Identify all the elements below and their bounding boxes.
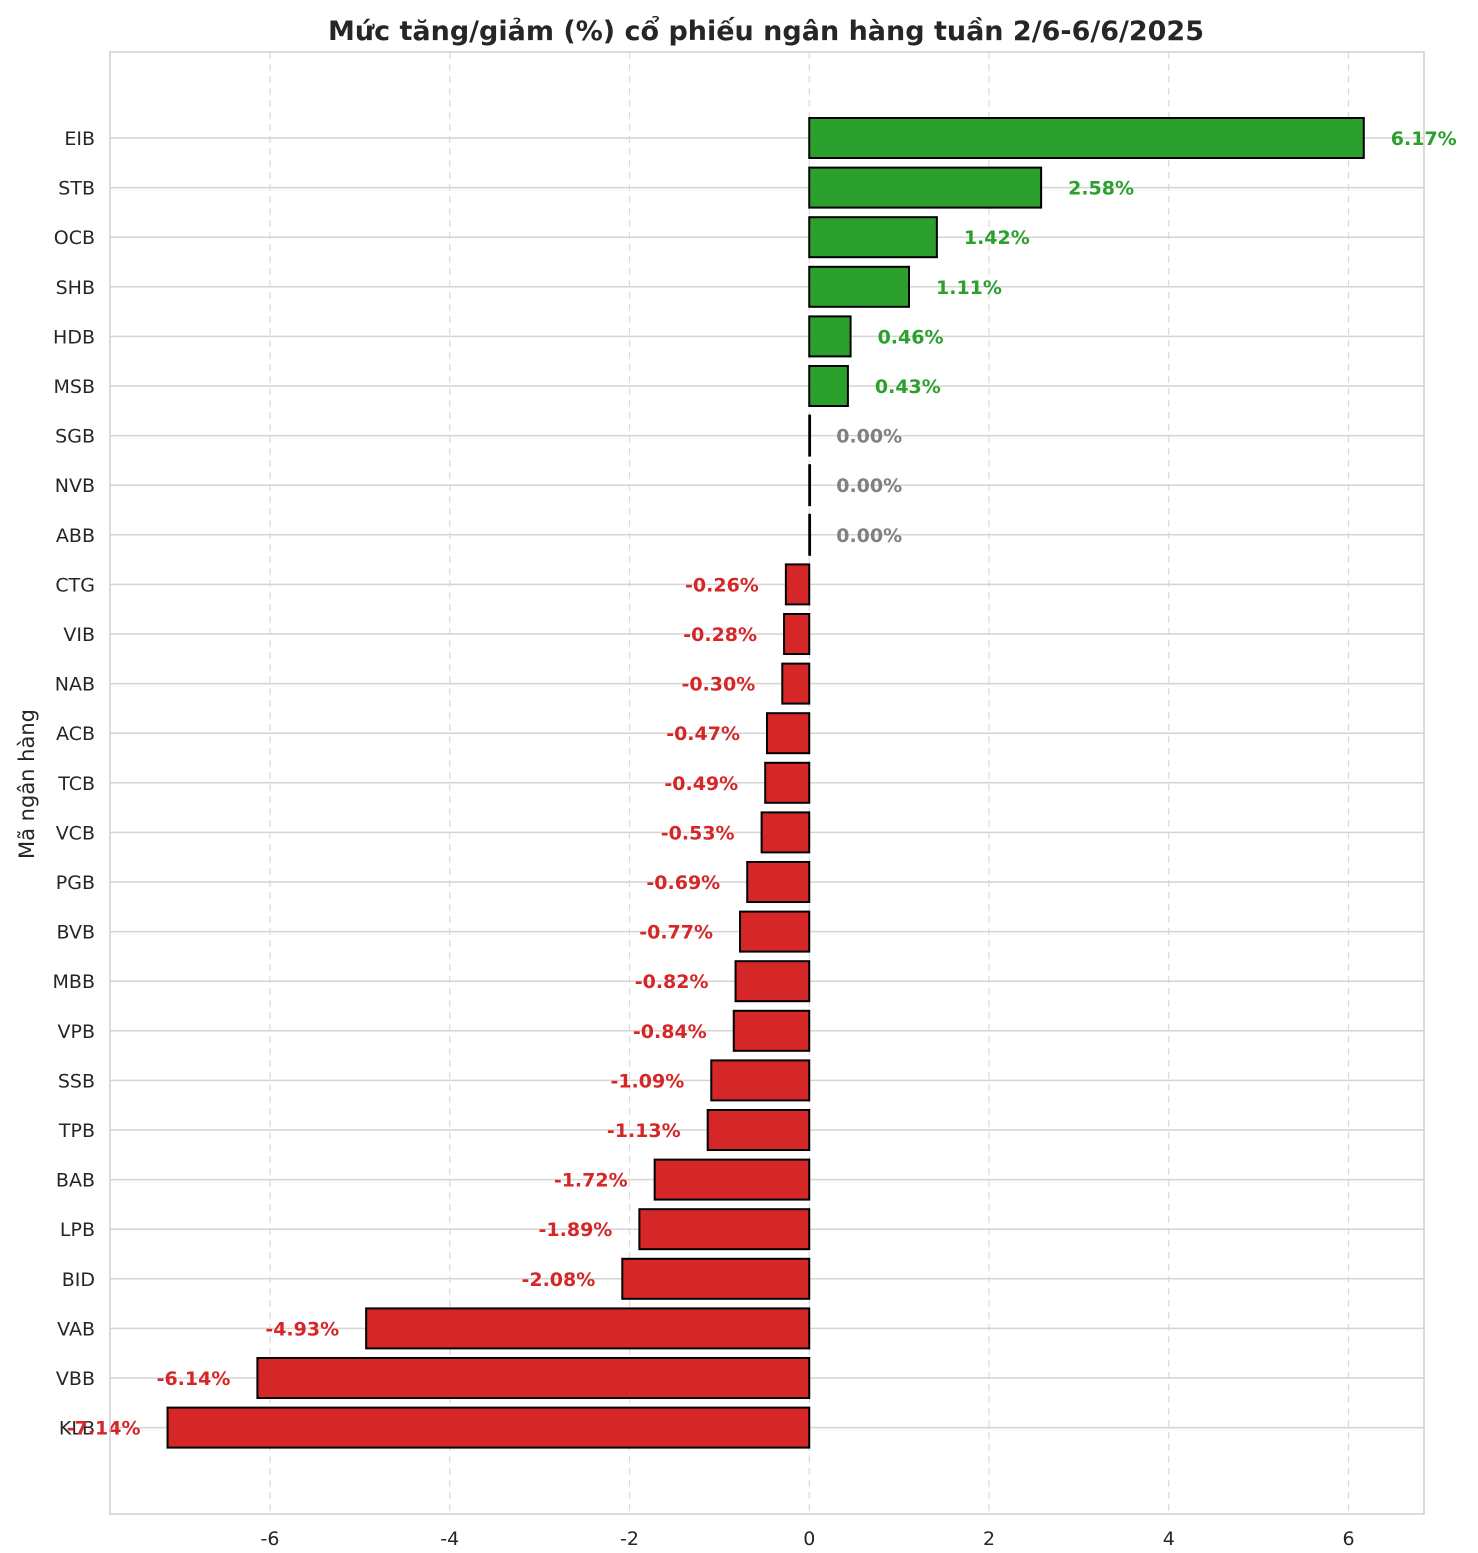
x-tick-label: 4 — [1163, 1528, 1175, 1550]
bar — [783, 613, 811, 655]
data-label: -0.84% — [633, 1021, 707, 1043]
bar — [808, 216, 938, 259]
y-tick-label: MBB — [53, 971, 95, 993]
data-label: -7.14% — [67, 1418, 141, 1440]
data-label: -0.53% — [661, 822, 735, 844]
data-label: 0.46% — [878, 326, 944, 348]
y-tick-label: NVB — [55, 475, 95, 497]
y-tick-label: BVB — [57, 922, 95, 944]
bar — [808, 365, 849, 407]
plot-area: -6 -4 -2 0 2 4 6 EIB STB OCB SHB HDB MSB SGB NVB ABB CTG… — [53, 51, 1457, 1550]
data-label: 0.00% — [836, 475, 902, 497]
bar — [808, 265, 911, 308]
y-tick-label: LPB — [60, 1219, 95, 1241]
y-axis-label: Mã ngân hàng — [15, 709, 39, 859]
bar — [808, 464, 812, 507]
y-tick-label: VAB — [57, 1318, 95, 1340]
bar — [739, 910, 811, 953]
data-label: -1.89% — [539, 1219, 613, 1241]
y-tick-label: STB — [58, 178, 95, 200]
y-tick-label: VBB — [56, 1368, 95, 1390]
y-tick-label: SSB — [58, 1070, 95, 1092]
data-label: -0.77% — [639, 922, 713, 944]
bar — [653, 1158, 811, 1201]
y-tick-label: KLB — [59, 1418, 95, 1440]
y-tick-label: ABB — [56, 525, 95, 547]
y-tick-label: VIB — [63, 624, 95, 646]
data-label: -0.30% — [681, 674, 755, 696]
y-tick-label: ACB — [56, 723, 95, 745]
data-label: -0.69% — [646, 872, 720, 894]
data-label: 0.00% — [836, 525, 902, 547]
y-tick-label: NAB — [55, 674, 95, 696]
data-label: -0.49% — [664, 773, 738, 795]
y-tick-label: BID — [62, 1269, 95, 1291]
y-tick-label: VCB — [56, 822, 95, 844]
data-label: 1.42% — [964, 227, 1030, 249]
y-tick-label: TPB — [58, 1120, 95, 1142]
bar — [781, 662, 811, 705]
bar — [706, 1109, 811, 1151]
data-label: 2.58% — [1068, 178, 1134, 200]
data-label: -4.93% — [265, 1318, 339, 1340]
bar — [710, 1059, 811, 1102]
plot-frame — [109, 51, 1425, 1515]
bar — [808, 414, 812, 457]
data-label: 0.00% — [836, 426, 902, 448]
data-label: 0.43% — [875, 376, 941, 398]
y-tick-label: TCB — [57, 773, 95, 795]
bar — [760, 811, 811, 854]
bar — [365, 1307, 811, 1350]
bar — [808, 166, 1043, 209]
y-tick-label: HDB — [53, 326, 95, 348]
bar — [166, 1406, 811, 1449]
y-tick-label: PGB — [56, 872, 95, 894]
data-label: -2.08% — [521, 1269, 595, 1291]
x-tick-label: 2 — [983, 1528, 995, 1550]
data-label: -0.26% — [685, 574, 759, 596]
bar — [808, 117, 1365, 159]
y-tick-label: CTG — [55, 574, 95, 596]
bar — [638, 1208, 811, 1251]
data-label: -1.13% — [607, 1120, 681, 1142]
bar — [808, 513, 812, 556]
y-tick-label: BAB — [56, 1170, 95, 1192]
y-tick-label: MSB — [54, 376, 96, 398]
chart-title: Mức tăng/giảm (%) cổ phiếu ngân hàng tuầ… — [328, 14, 1204, 47]
data-label: -0.82% — [635, 971, 709, 993]
y-tick-label: SGB — [55, 426, 95, 448]
bar — [764, 761, 811, 804]
x-tick-label: -2 — [620, 1528, 639, 1550]
bar — [734, 960, 811, 1003]
x-tick-label: -4 — [440, 1528, 459, 1550]
bar — [256, 1357, 811, 1399]
y-tick-label: SHB — [56, 277, 95, 299]
x-tick-label: -6 — [261, 1528, 280, 1550]
x-tick-label: 6 — [1342, 1528, 1354, 1550]
bar — [621, 1257, 811, 1300]
data-label: 1.11% — [936, 277, 1002, 299]
bar — [784, 563, 811, 606]
bar — [732, 1009, 811, 1052]
data-label: -6.14% — [157, 1368, 231, 1390]
x-tick-label: 0 — [803, 1528, 815, 1550]
data-label: -1.72% — [554, 1170, 628, 1192]
data-label: -0.47% — [666, 723, 740, 745]
bar — [766, 712, 811, 755]
y-tick-label: EIB — [64, 128, 95, 150]
bar — [808, 315, 852, 358]
data-label: -1.09% — [610, 1070, 684, 1092]
y-tick-label: VPB — [58, 1021, 96, 1043]
y-tick-label: OCB — [54, 227, 95, 249]
bar — [746, 861, 811, 903]
data-label: -0.28% — [683, 624, 757, 646]
